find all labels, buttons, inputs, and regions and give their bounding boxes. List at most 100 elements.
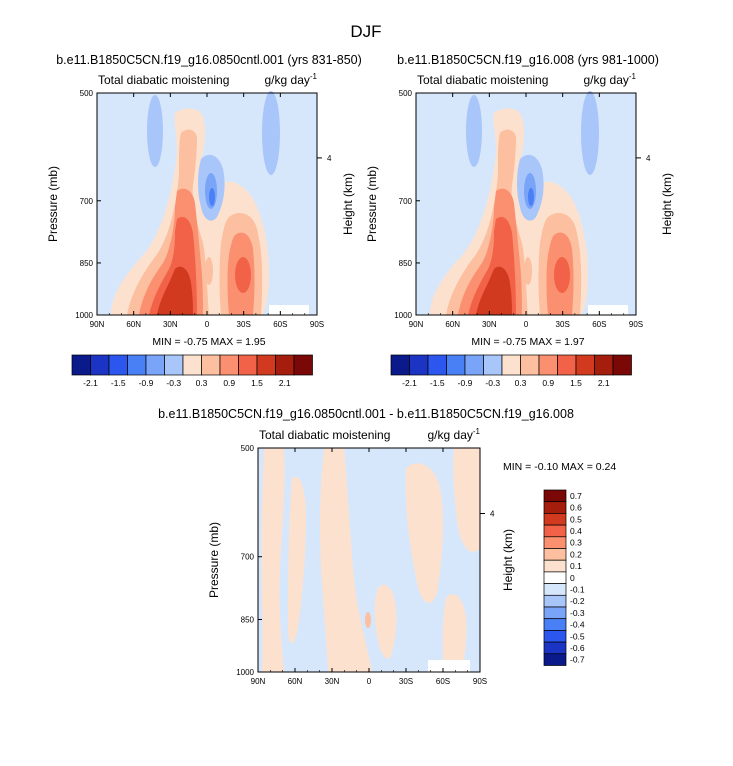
colorbar-box (483, 354, 503, 376)
colorbar-box (543, 618, 567, 631)
x-tick-label: 90S (629, 320, 643, 329)
y-tick-label: 700 (399, 197, 413, 206)
x-tick-label: 90N (409, 320, 424, 329)
colorbar-label: -0.4 (570, 620, 585, 630)
colorbar-box (543, 524, 567, 538)
colorbar-label: 0.5 (570, 514, 582, 524)
panel-2-ylabel-right: Height (km) (660, 173, 674, 235)
x-tick-label: 60S (273, 320, 287, 329)
colorbar-box (145, 354, 165, 376)
panel-3-units: g/kg day-1 (428, 427, 481, 442)
colorbar-box (446, 354, 466, 376)
diff-pos-4 (405, 463, 444, 603)
panel-2-stats: MIN = -0.75 MAX = 1.97 (471, 336, 584, 348)
panel-1-units-text: g/kg day (265, 73, 310, 87)
colorbar-box (293, 354, 313, 376)
colorbar-label: 1.5 (251, 378, 263, 388)
x-tick-label: 0 (205, 320, 210, 329)
colorbar-box (543, 501, 567, 514)
diff-pos-5 (453, 448, 480, 552)
colorbar-box (238, 354, 258, 376)
x-tick-label: 90S (310, 320, 324, 329)
colorbar-box (594, 354, 614, 376)
x-tick-label: 30N (482, 320, 497, 329)
colorbar-box (543, 583, 567, 596)
colorbar-box (219, 354, 239, 376)
panel-3-units-sup: -1 (473, 427, 481, 436)
colorbar-label: -0.1 (570, 584, 585, 594)
y-tick-label: 700 (80, 197, 94, 206)
x-tick-label: 0 (524, 320, 529, 329)
colorbar-label: -0.9 (458, 378, 473, 388)
y-tick-label: 1000 (236, 668, 254, 677)
y-right-tick-label: 4 (327, 154, 332, 163)
colorbar-label: -1.5 (111, 378, 126, 388)
colorbar-box (575, 354, 595, 376)
colorbar-label: -2.1 (402, 378, 417, 388)
panel-3-ylabel-right: Height (km) (501, 529, 515, 591)
panel-3-units-text: g/kg day (428, 428, 473, 442)
x-tick-label: 90S (473, 677, 487, 686)
colorbar-label: 2.1 (598, 378, 610, 388)
panel-1-x-ticks: 90N 60N 30N 0 30S 60S 90S (90, 93, 324, 329)
colorbar-box (409, 354, 429, 376)
colorbar-label: -0.7 (570, 655, 585, 665)
colorbar-box (256, 354, 276, 376)
y-right-tick-label: 4 (490, 510, 495, 519)
x-tick-label: 60N (445, 320, 460, 329)
contour-neg-center-3 (528, 188, 534, 206)
diff-pos-2 (288, 476, 306, 643)
colorbar-box (612, 354, 632, 376)
panel-1-plot: 90N 60N 30N 0 30S 60S 90S 500 700 850 1000 4 (75, 89, 332, 329)
colorbar-label: 1.5 (570, 378, 582, 388)
colorbar-box (543, 653, 567, 666)
colorbar-label: -0.3 (166, 378, 181, 388)
x-tick-label: 30S (556, 320, 570, 329)
colorbar-box (543, 641, 567, 655)
colorbar-label: 0.3 (570, 538, 582, 548)
y-tick-label: 850 (241, 615, 255, 624)
colorbar-box (520, 354, 540, 376)
panel-1-colorbar: -2.1 -1.5 -0.9 -0.3 0.3 0.9 1.5 2.1 (71, 354, 313, 388)
x-tick-label: 0 (367, 677, 372, 686)
diff-pos-6 (442, 594, 467, 672)
panel-3: b.e11.B1850C5CN.f19_g16.0850cntl.001 - b… (158, 407, 616, 686)
panel-3-y-ticks: 500 700 850 1000 4 (236, 444, 495, 677)
x-tick-label: 60S (592, 320, 606, 329)
panel-3-stats: MIN = -0.10 MAX = 0.24 (503, 461, 616, 473)
missing-data (588, 305, 628, 315)
colorbar-box (543, 559, 567, 573)
panel-1-contours (111, 91, 309, 315)
contour-neg-center-3 (209, 188, 215, 206)
x-tick-label: 30S (237, 320, 251, 329)
colorbar-label: 0.4 (570, 526, 582, 536)
panel-1-title: b.e11.B1850C5CN.f19_g16.0850cntl.001 (yr… (56, 53, 362, 67)
panel-1-units-sup: -1 (310, 72, 318, 81)
colorbar-box (557, 354, 577, 376)
contour-pos-right-3 (554, 257, 570, 293)
colorbar-label: 0.2 (570, 549, 582, 559)
colorbar-label: 0.7 (570, 491, 582, 501)
colorbar-box (543, 594, 567, 608)
y-tick-label: 850 (399, 259, 413, 268)
colorbar-box (538, 354, 558, 376)
diff-pos-7 (374, 584, 397, 659)
x-tick-label: 90N (90, 320, 105, 329)
panel-2-units: g/kg day-1 (584, 72, 637, 87)
y-tick-label: 1000 (75, 311, 93, 320)
colorbar-box (543, 513, 567, 526)
diff-pos-peak (365, 612, 371, 628)
colorbar-label: 0.3 (515, 378, 527, 388)
contour-pos-eq (205, 257, 213, 285)
colorbar-label: 2.1 (279, 378, 291, 388)
panel-1-units: g/kg day-1 (265, 72, 318, 87)
panel-2-left-label: Total diabatic moistening (417, 73, 548, 87)
panel-1-stats: MIN = -0.75 MAX = 1.95 (152, 336, 265, 348)
y-tick-label: 700 (241, 553, 255, 562)
colorbar-box (201, 354, 221, 376)
colorbar-box (390, 354, 410, 376)
colorbar-box (543, 548, 567, 561)
contour-pos-right-3 (235, 257, 251, 293)
y-tick-label: 850 (80, 259, 94, 268)
colorbar-box (543, 606, 567, 620)
